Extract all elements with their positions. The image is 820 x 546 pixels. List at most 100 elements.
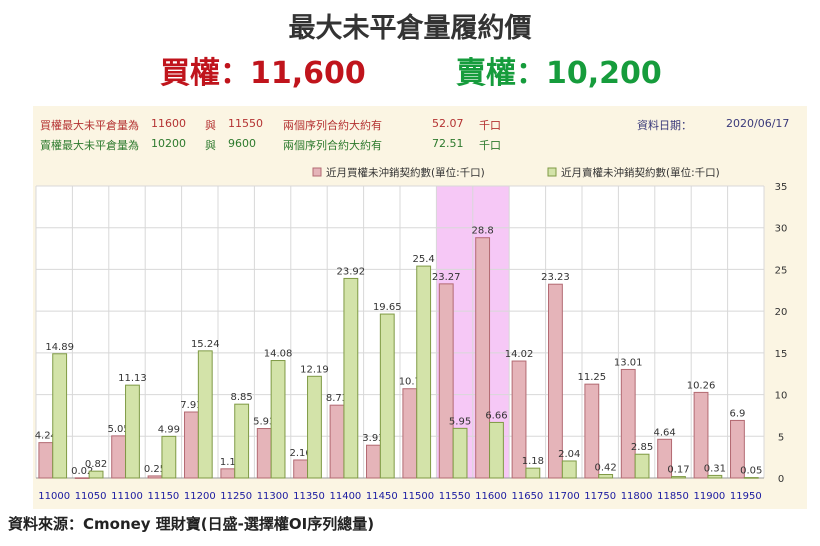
- put-max-oi-heading: 賣權：10,200: [456, 56, 662, 91]
- data-label: 11.25: [578, 372, 607, 383]
- bar: [379, 313, 395, 479]
- y-tick-label: 5: [778, 432, 784, 443]
- x-tick-label: 11550: [439, 491, 471, 502]
- call-info-strike: 11600: [151, 117, 186, 130]
- data-label: 2.85: [631, 442, 653, 453]
- data-label: 5.05: [107, 424, 129, 435]
- bar: [598, 473, 614, 479]
- y-tick-label: 35: [775, 182, 788, 193]
- put-info-label: 賣權最大未平倉量為: [40, 139, 139, 152]
- data-label: 5.93: [253, 417, 275, 428]
- data-label: 4.99: [158, 424, 180, 435]
- bar: [111, 435, 127, 479]
- put-info-unit: 千口: [479, 139, 501, 152]
- x-tick-label: 11000: [38, 491, 70, 502]
- data-label: 0.42: [595, 462, 617, 473]
- call-info-strike2: 11550: [228, 117, 263, 130]
- call-info-contract-label: 兩個序列合約大約有: [283, 119, 382, 132]
- call-info-label: 買權最大未平倉量為: [40, 119, 139, 132]
- y-tick-label: 20: [775, 307, 788, 318]
- data-label: 2.16: [289, 448, 311, 459]
- data-label: 28.8: [471, 226, 493, 237]
- data-label: 6.66: [485, 410, 507, 421]
- bar: [416, 265, 432, 479]
- chart-title: 最大未平倉量履約價: [288, 13, 532, 44]
- legend-swatch: [547, 167, 557, 177]
- x-tick-label: 11900: [693, 491, 725, 502]
- bar: [475, 237, 491, 479]
- legend-swatch: [312, 167, 322, 177]
- date-label: 資料日期：: [637, 119, 692, 132]
- x-tick-label: 11600: [475, 491, 507, 502]
- x-tick-label: 11950: [730, 491, 762, 502]
- data-label: 14.02: [505, 349, 534, 360]
- y-tick-label: 30: [775, 224, 788, 235]
- data-label: 8.73: [326, 393, 348, 404]
- data-label: 19.65: [373, 302, 402, 313]
- data-source-note: 資料來源：Cmoney 理財寶(日盛-選擇權OI序列總量): [8, 515, 375, 533]
- data-label: 7.91: [180, 400, 202, 411]
- put-info-total: 72.51: [432, 137, 464, 150]
- data-label: 4.24: [35, 431, 57, 442]
- put-info-strike: 10200: [151, 137, 186, 150]
- x-tick-label: 11700: [548, 491, 580, 502]
- x-tick-label: 11200: [184, 491, 216, 502]
- bar: [402, 388, 418, 479]
- data-label: 8.85: [231, 392, 253, 403]
- bar: [293, 459, 309, 479]
- x-tick-label: 11100: [111, 491, 143, 502]
- data-label: 1.1: [220, 457, 236, 468]
- bar: [620, 368, 636, 479]
- put-info-strike2: 9600: [228, 137, 256, 150]
- y-tick-label: 25: [775, 265, 788, 276]
- bar: [707, 474, 723, 479]
- bar: [671, 476, 686, 479]
- x-tick-label: 11500: [402, 491, 434, 502]
- data-label: 2.04: [558, 449, 580, 460]
- y-tick-label: 10: [775, 391, 788, 402]
- x-tick-label: 11150: [147, 491, 179, 502]
- data-label: 3.93: [362, 433, 384, 444]
- call-info-total: 52.07: [432, 117, 464, 130]
- data-label: 4.64: [653, 427, 675, 438]
- data-label: 12.19: [300, 364, 329, 375]
- bar: [452, 427, 468, 479]
- x-tick-label: 11400: [329, 491, 361, 502]
- x-tick-label: 11650: [511, 491, 543, 502]
- x-tick-label: 11800: [621, 491, 653, 502]
- data-label: 14.89: [45, 342, 74, 353]
- legend-label: 近月賣權未沖銷契約數(單位:千口): [561, 166, 720, 179]
- bar: [88, 470, 104, 479]
- bar: [220, 468, 236, 479]
- x-tick-label: 11050: [75, 491, 107, 502]
- x-tick-label: 11250: [220, 491, 252, 502]
- bar: [343, 277, 359, 479]
- bar: [125, 384, 140, 479]
- data-label: 25.4: [413, 254, 435, 265]
- data-label: 10.26: [687, 380, 716, 391]
- date-value: 2020/06/17: [726, 117, 790, 130]
- bar: [438, 283, 454, 479]
- bar: [366, 444, 381, 479]
- x-tick-label: 11300: [257, 491, 289, 502]
- bar: [52, 353, 68, 479]
- data-label: 15.24: [191, 339, 220, 350]
- data-label: 0.02: [71, 466, 93, 477]
- data-label: 0.05: [740, 466, 762, 477]
- bar: [657, 438, 673, 479]
- data-label: 10.7: [399, 377, 421, 388]
- bar: [730, 419, 745, 479]
- x-tick-label: 11750: [584, 491, 616, 502]
- data-label: 0.17: [667, 465, 689, 476]
- data-label: 6.9: [729, 408, 745, 419]
- data-label: 5.95: [449, 416, 471, 427]
- data-label: 11.13: [118, 373, 147, 384]
- data-label: 23.27: [432, 272, 461, 283]
- bar: [329, 404, 345, 479]
- bar: [693, 391, 709, 479]
- x-tick-label: 11350: [293, 491, 325, 502]
- bar: [489, 421, 504, 479]
- bar: [197, 350, 213, 479]
- call-info-and: 與: [205, 119, 216, 132]
